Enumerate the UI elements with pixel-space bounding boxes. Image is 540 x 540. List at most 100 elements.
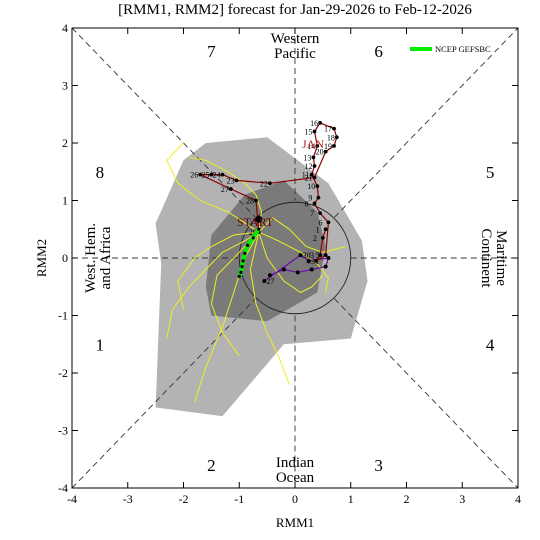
observed-track-point <box>332 126 336 131</box>
observed-track-point <box>220 172 225 177</box>
region-label-indian-ocean-line1: Indian <box>276 455 315 471</box>
observed-day-label: 18 <box>327 133 335 142</box>
phase-number-label: 8 <box>96 163 105 182</box>
y-tick-label: -2 <box>58 366 68 380</box>
x-tick-label: 4 <box>515 492 521 506</box>
observed-day-label: 8 <box>305 199 309 208</box>
observed-track-point <box>315 143 320 148</box>
regional-track-point <box>309 267 314 272</box>
observed-day-label: 26 <box>190 171 198 180</box>
region-label-maritime-line1: Maritime <box>493 230 509 286</box>
observed-day-label: 21 <box>305 174 313 183</box>
observed-day-label: 28 <box>246 197 254 206</box>
x-tick-label: 1 <box>348 492 354 506</box>
observed-day-label: 16 <box>310 119 318 128</box>
regional-track-day-label: 30 <box>303 251 311 260</box>
x-tick-label: -3 <box>123 492 133 506</box>
observed-track-point <box>318 211 322 216</box>
legend: NCEP GEFSBC <box>410 44 491 54</box>
ensemble-member-line <box>258 231 329 293</box>
observed-track-point <box>332 143 336 148</box>
regional-track-point <box>298 253 303 258</box>
ensemble-member-line <box>189 156 263 233</box>
x-tick-label: 3 <box>459 492 465 506</box>
ensemble-mean-point <box>251 236 255 240</box>
chart-title: [RMM1, RMM2] forecast for Jan-29-2026 to… <box>118 2 472 18</box>
phase-number-label: 5 <box>486 163 495 182</box>
ensemble-mean-point <box>241 259 245 263</box>
regional-track-point <box>326 256 331 260</box>
region-label-west-pacific-line1: Western <box>271 31 320 47</box>
observed-track-point <box>198 172 203 177</box>
observed-month-label: JAN <box>302 137 324 151</box>
observed-day-label: 6 <box>318 218 322 227</box>
observed-day-label: 20 <box>316 148 324 157</box>
observed-track-point <box>320 235 325 240</box>
observed-day-label: 7 <box>310 209 314 218</box>
y-tick-label: -3 <box>58 424 68 438</box>
region-label-west-hem-line2: and Africa <box>98 226 114 289</box>
observed-track-point <box>309 172 314 177</box>
x-tick-label: -2 <box>179 492 189 506</box>
plot-area: 2730311234567891011121314151617181920212… <box>58 21 521 506</box>
observed-day-label: 3 <box>310 251 314 260</box>
x-tick-label: -4 <box>67 492 77 506</box>
observed-day-label: 10 <box>307 182 315 191</box>
observed-day-label: 4 <box>306 257 310 266</box>
ensemble-mean-point <box>246 243 250 247</box>
ensemble-member-line <box>249 231 290 385</box>
amplitude-unit-circle <box>238 201 352 315</box>
observed-day-label: 22 <box>260 179 268 188</box>
observed-day-label: 13 <box>303 153 311 162</box>
regional-track-day-label: 27 <box>266 277 274 286</box>
observed-track-point <box>326 220 331 225</box>
observed-track-point <box>254 198 258 203</box>
observed-day-label: 19 <box>324 142 332 151</box>
observed-track-point <box>323 253 328 258</box>
ensemble-member-line <box>194 231 260 402</box>
observed-track-point <box>315 184 320 189</box>
region-label-maritime-line2: Continent <box>478 228 494 288</box>
observed-day-label: 23 <box>226 176 234 185</box>
regional-track-point <box>306 258 311 263</box>
observed-day-label: 1 <box>316 225 320 234</box>
ensemble-member-line <box>258 217 346 253</box>
observed-track-point <box>312 129 317 134</box>
y-tick-label: 1 <box>62 194 68 208</box>
phase-divider-line <box>334 298 519 489</box>
regional-track-point <box>323 264 328 269</box>
regional-track-point <box>295 270 300 275</box>
observed-track-point <box>234 178 239 183</box>
ensemble-member-line <box>166 231 260 339</box>
region-label-west-pacific-line2: Pacific <box>274 46 316 62</box>
observed-day-label: 15 <box>305 128 313 137</box>
start-label: START <box>237 215 274 229</box>
phase-number-label: 2 <box>207 456 216 475</box>
region-label-indian-ocean-line2: Ocean <box>276 470 315 486</box>
phase-number-label: 4 <box>486 335 495 354</box>
phase-number-label: 3 <box>374 456 383 475</box>
observed-track-point <box>318 253 322 258</box>
observed-day-label: 17 <box>324 125 332 134</box>
observed-day-label: 29 <box>249 228 257 237</box>
x-tick-label: 0 <box>292 492 298 506</box>
observed-day-label: 9 <box>308 194 312 203</box>
phase-number-label: 7 <box>207 42 216 61</box>
ensemble-member-line <box>177 231 259 310</box>
observed-track-point <box>323 227 328 232</box>
observed-track-point <box>334 135 339 140</box>
forecast-start-marker <box>255 215 263 223</box>
y-tick-label: 3 <box>62 79 68 93</box>
ensemble-mean-point <box>239 270 243 274</box>
observed-day-label: 5 <box>316 251 320 260</box>
x-axis-label: RMM1 <box>276 515 314 530</box>
phase-number-label: 6 <box>374 42 383 61</box>
regional-track-point <box>281 267 286 272</box>
observed-track-point <box>312 201 317 206</box>
observed-track-point <box>316 195 321 200</box>
y-tick-label: 4 <box>62 21 68 35</box>
legend-label: NCEP GEFSBC <box>435 44 491 54</box>
observed-day-label: 27 <box>221 185 229 194</box>
observed-track-point <box>209 172 214 177</box>
y-tick-label: 0 <box>62 251 68 265</box>
